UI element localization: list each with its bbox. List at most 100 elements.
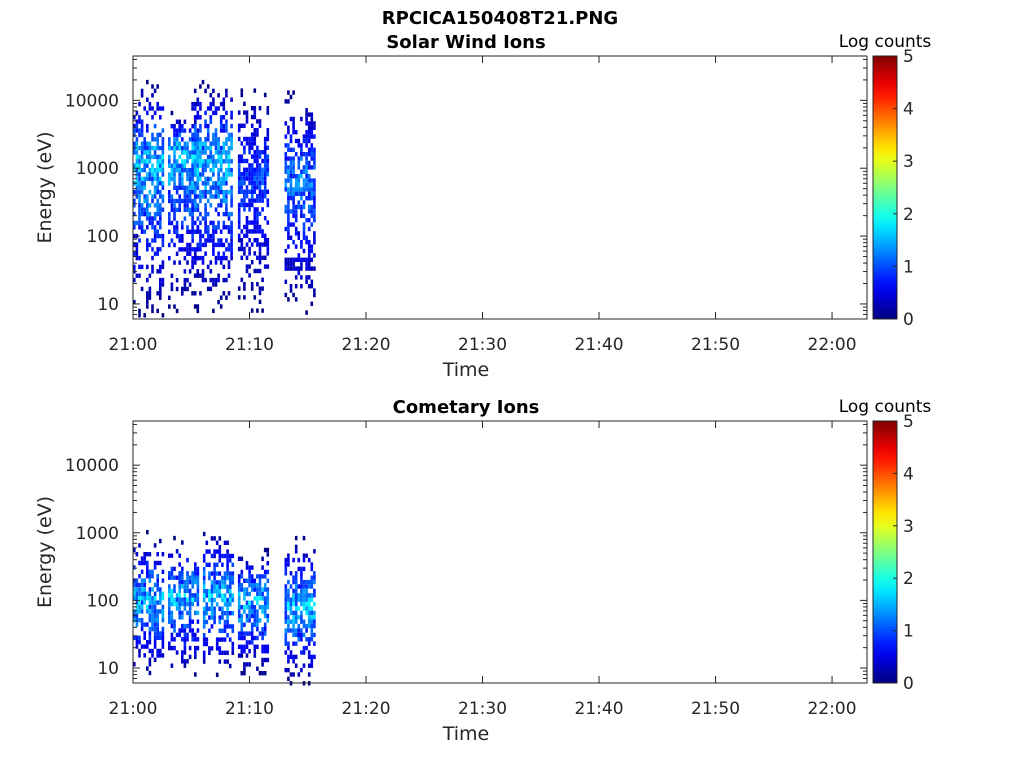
heatmap-cell (225, 172, 228, 177)
heatmap-cell (263, 609, 267, 614)
heatmap-cell (153, 604, 157, 610)
heatmap-cell (143, 167, 146, 173)
heatmap-cell (217, 203, 220, 208)
heatmap-cell (178, 141, 181, 146)
heatmap-cell (289, 654, 293, 660)
heatmap-cell (168, 190, 171, 195)
heatmap-cell (191, 163, 194, 168)
heatmap-cell (310, 116, 314, 122)
heatmap-cell (135, 123, 139, 129)
heatmap-cell (263, 255, 267, 260)
heatmap-cell (256, 618, 259, 623)
heatmap-cell (284, 178, 288, 183)
heatmap-cell (230, 137, 233, 142)
heatmap-cell (173, 588, 176, 594)
heatmap-cell (178, 168, 181, 173)
heatmap-cell (263, 649, 267, 654)
heatmap-cell (248, 609, 251, 614)
heatmap-cell (151, 264, 154, 270)
heatmap-cell (292, 575, 295, 580)
heatmap-cell (168, 256, 171, 261)
x-tick-label: 21:00 (109, 699, 158, 719)
heatmap-cell (287, 204, 290, 210)
heatmap-cell (261, 591, 264, 597)
heatmap-cell (214, 145, 218, 151)
heatmap-cell (193, 132, 197, 138)
heatmap-cell (287, 654, 290, 660)
heatmap-cell (294, 588, 298, 594)
heatmap-cell (225, 154, 228, 160)
heatmap-cell (191, 619, 194, 624)
heatmap-cell (289, 288, 293, 293)
heatmap-cell (266, 600, 270, 605)
heatmap-cell (202, 531, 206, 537)
heatmap-cell (173, 137, 176, 142)
heatmap-cell (156, 141, 159, 146)
heatmap-cell (300, 619, 303, 624)
heatmap-cell (178, 176, 181, 182)
heatmap-cell (300, 615, 303, 620)
heatmap-cell (258, 246, 262, 252)
heatmap-cell (263, 569, 267, 575)
heatmap-cell (188, 128, 192, 133)
burst-group (133, 79, 165, 318)
heatmap-cell (215, 593, 219, 598)
heatmap-cell (196, 619, 200, 624)
heatmap-cell (133, 251, 136, 256)
heatmap-cell (230, 115, 233, 120)
heatmap-cell (161, 604, 165, 610)
heatmap-cell (248, 565, 251, 570)
heatmap-cell (178, 124, 181, 129)
heatmap-cell (302, 632, 306, 638)
heatmap-cell (213, 611, 216, 616)
heatmap-cell (156, 582, 159, 588)
heatmap-cell (258, 106, 262, 111)
heatmap-cell (181, 128, 184, 133)
heatmap-cell (159, 264, 162, 270)
heatmap-cell (135, 578, 139, 583)
heatmap-cell (135, 552, 139, 557)
heatmap-cell (188, 619, 192, 624)
heatmap-cell (297, 143, 301, 148)
heatmap-cell (135, 587, 139, 592)
heatmap-cell (294, 601, 298, 607)
heatmap-cell (256, 128, 259, 133)
heatmap-cell (287, 218, 290, 223)
heatmap-cell (146, 247, 149, 252)
heatmap-cell (226, 606, 229, 611)
heatmap-cell (196, 304, 200, 309)
heatmap-cell (199, 101, 202, 107)
heatmap-cell (170, 575, 174, 580)
heatmap-cell (161, 618, 165, 623)
heatmap-cell (294, 593, 298, 598)
heatmap-cell (266, 167, 270, 172)
heatmap-cell (204, 150, 207, 155)
heatmap-cell (168, 304, 171, 309)
heatmap-cell (153, 613, 157, 618)
heatmap-cell (210, 624, 214, 629)
heatmap-cell (292, 187, 295, 192)
heatmap-cell (221, 628, 224, 633)
heatmap-cell (178, 119, 181, 124)
heatmap-cell (173, 619, 176, 624)
heatmap-cell (245, 220, 249, 225)
heatmap-cell (302, 535, 306, 541)
heatmap-cell (297, 266, 301, 271)
heatmap-cell (213, 580, 216, 585)
heatmap-cell (133, 163, 136, 168)
heatmap-cell (143, 137, 146, 142)
heatmap-cell (161, 282, 165, 287)
heatmap-cell (289, 138, 293, 144)
heatmap-cell (183, 146, 187, 151)
heatmap-cell (173, 628, 176, 633)
heatmap-cell (310, 575, 314, 580)
heatmap-cell (188, 654, 192, 660)
heatmap-cell (188, 198, 192, 204)
heatmap-cell (307, 257, 311, 262)
heatmap-cell (173, 242, 176, 248)
heatmap-cell (263, 92, 267, 98)
heatmap-cell (248, 605, 251, 610)
heatmap-cell (146, 176, 149, 182)
heatmap-cell (256, 613, 259, 619)
heatmap-cell (240, 613, 244, 619)
